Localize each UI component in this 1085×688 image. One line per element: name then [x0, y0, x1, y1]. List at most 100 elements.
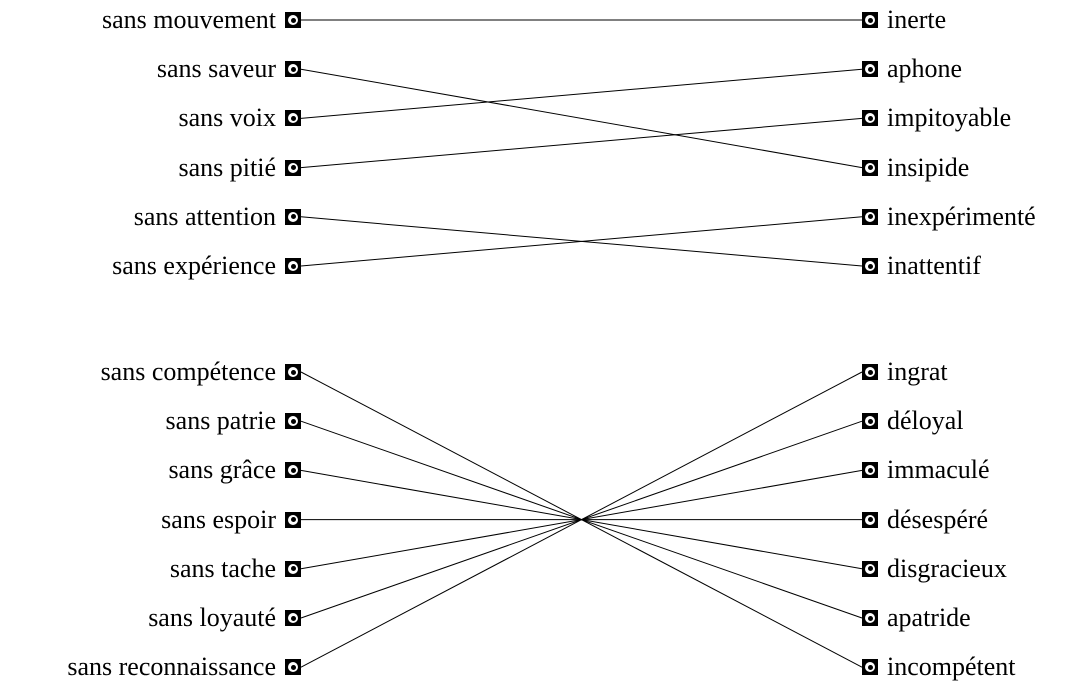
socket-dot-icon	[288, 162, 298, 173]
socket-dot-icon	[288, 64, 298, 75]
socket-dot-icon	[288, 211, 298, 222]
left-item: sans pitié	[0, 148, 301, 188]
right-item: ingrat	[862, 352, 948, 392]
right-item-label: impitoyable	[887, 103, 1012, 133]
right-socket[interactable]	[862, 511, 878, 528]
socket-dot-icon	[288, 15, 298, 25]
right-item: inexpérimenté	[862, 197, 1036, 237]
right-socket[interactable]	[862, 12, 878, 28]
left-socket[interactable]	[285, 159, 301, 176]
left-item: sans espoir	[0, 500, 301, 540]
link-line	[300, 117, 863, 169]
left-item: sans compétence	[0, 352, 301, 392]
left-item: sans grâce	[0, 450, 301, 490]
right-item-label: disgracieux	[887, 553, 1007, 583]
left-item-label: sans saveur	[156, 54, 276, 84]
left-item-label: sans compétence	[100, 357, 276, 386]
right-item-label: aphone	[887, 54, 963, 84]
right-socket[interactable]	[862, 659, 878, 676]
right-item: désespéré	[862, 500, 988, 540]
right-item-label: inerte	[887, 5, 947, 34]
socket-dot-icon	[865, 662, 875, 673]
socket-dot-icon	[288, 613, 298, 623]
right-socket[interactable]	[862, 364, 878, 380]
left-item: sans mouvement	[0, 0, 301, 40]
right-item-label: inexpérimenté	[887, 201, 1036, 231]
link-line	[300, 371, 863, 668]
left-socket[interactable]	[285, 12, 301, 28]
socket-dot-icon	[288, 662, 298, 673]
right-socket[interactable]	[862, 159, 878, 176]
socket-dot-icon	[288, 465, 298, 476]
right-item: incompétent	[862, 647, 1016, 687]
right-item: aphone	[862, 49, 962, 89]
link-line	[300, 216, 863, 267]
socket-dot-icon	[865, 563, 875, 574]
right-item: inattentif	[862, 246, 981, 286]
right-socket[interactable]	[862, 560, 878, 577]
right-item-label: insipide	[887, 152, 970, 182]
socket-dot-icon	[288, 367, 298, 377]
left-item-label: sans reconnaissance	[67, 652, 276, 682]
left-socket[interactable]	[285, 610, 301, 626]
socket-dot-icon	[865, 15, 875, 25]
socket-dot-icon	[865, 211, 875, 222]
right-item: insipide	[862, 148, 969, 188]
socket-dot-icon	[288, 416, 298, 427]
left-item-label: sans expérience	[112, 251, 276, 280]
left-socket[interactable]	[285, 511, 301, 528]
left-item: sans reconnaissance	[0, 647, 301, 687]
socket-dot-icon	[865, 261, 875, 271]
left-item: sans attention	[0, 197, 301, 237]
link-line	[300, 68, 863, 119]
left-item: sans expérience	[0, 246, 301, 286]
left-item-label: sans attention	[133, 201, 276, 231]
link-line	[300, 68, 863, 169]
left-item: sans voix	[0, 98, 301, 138]
right-item: inerte	[862, 0, 946, 40]
left-socket[interactable]	[285, 258, 301, 274]
left-socket[interactable]	[285, 61, 301, 78]
left-socket[interactable]	[285, 364, 301, 380]
left-socket[interactable]	[285, 659, 301, 676]
socket-dot-icon	[865, 465, 875, 476]
socket-dot-icon	[288, 261, 298, 271]
left-socket[interactable]	[285, 208, 301, 225]
left-item: sans patrie	[0, 401, 301, 441]
left-item-label: sans mouvement	[101, 5, 276, 34]
right-socket[interactable]	[862, 413, 878, 430]
right-item: disgracieux	[862, 549, 1007, 589]
left-item: sans tache	[0, 549, 301, 589]
socket-dot-icon	[865, 613, 875, 623]
left-item-label: sans loyauté	[148, 603, 276, 632]
left-item: sans saveur	[0, 49, 301, 89]
left-socket[interactable]	[285, 413, 301, 430]
socket-dot-icon	[865, 162, 875, 173]
left-socket[interactable]	[285, 462, 301, 479]
socket-dot-icon	[865, 367, 875, 377]
right-item-label: incompétent	[887, 652, 1016, 682]
right-item-label: inattentif	[887, 251, 981, 280]
socket-dot-icon	[865, 64, 875, 75]
right-socket[interactable]	[862, 110, 878, 127]
left-item: sans loyauté	[0, 598, 301, 638]
right-socket[interactable]	[862, 208, 878, 225]
socket-dot-icon	[865, 416, 875, 427]
left-item-label: sans pitié	[178, 152, 277, 182]
right-item-label: ingrat	[887, 357, 948, 386]
left-item-label: sans patrie	[165, 406, 276, 436]
right-item: apatride	[862, 598, 971, 638]
left-socket[interactable]	[285, 110, 301, 127]
right-socket[interactable]	[862, 258, 878, 274]
left-item-label: sans voix	[178, 103, 277, 133]
socket-dot-icon	[288, 113, 298, 124]
right-socket[interactable]	[862, 610, 878, 626]
socket-dot-icon	[288, 514, 298, 525]
right-item-label: déloyal	[887, 406, 964, 436]
left-socket[interactable]	[285, 560, 301, 577]
right-item-label: apatride	[887, 603, 971, 632]
right-socket[interactable]	[862, 61, 878, 78]
right-socket[interactable]	[862, 462, 878, 479]
left-item-label: sans tache	[169, 553, 276, 583]
